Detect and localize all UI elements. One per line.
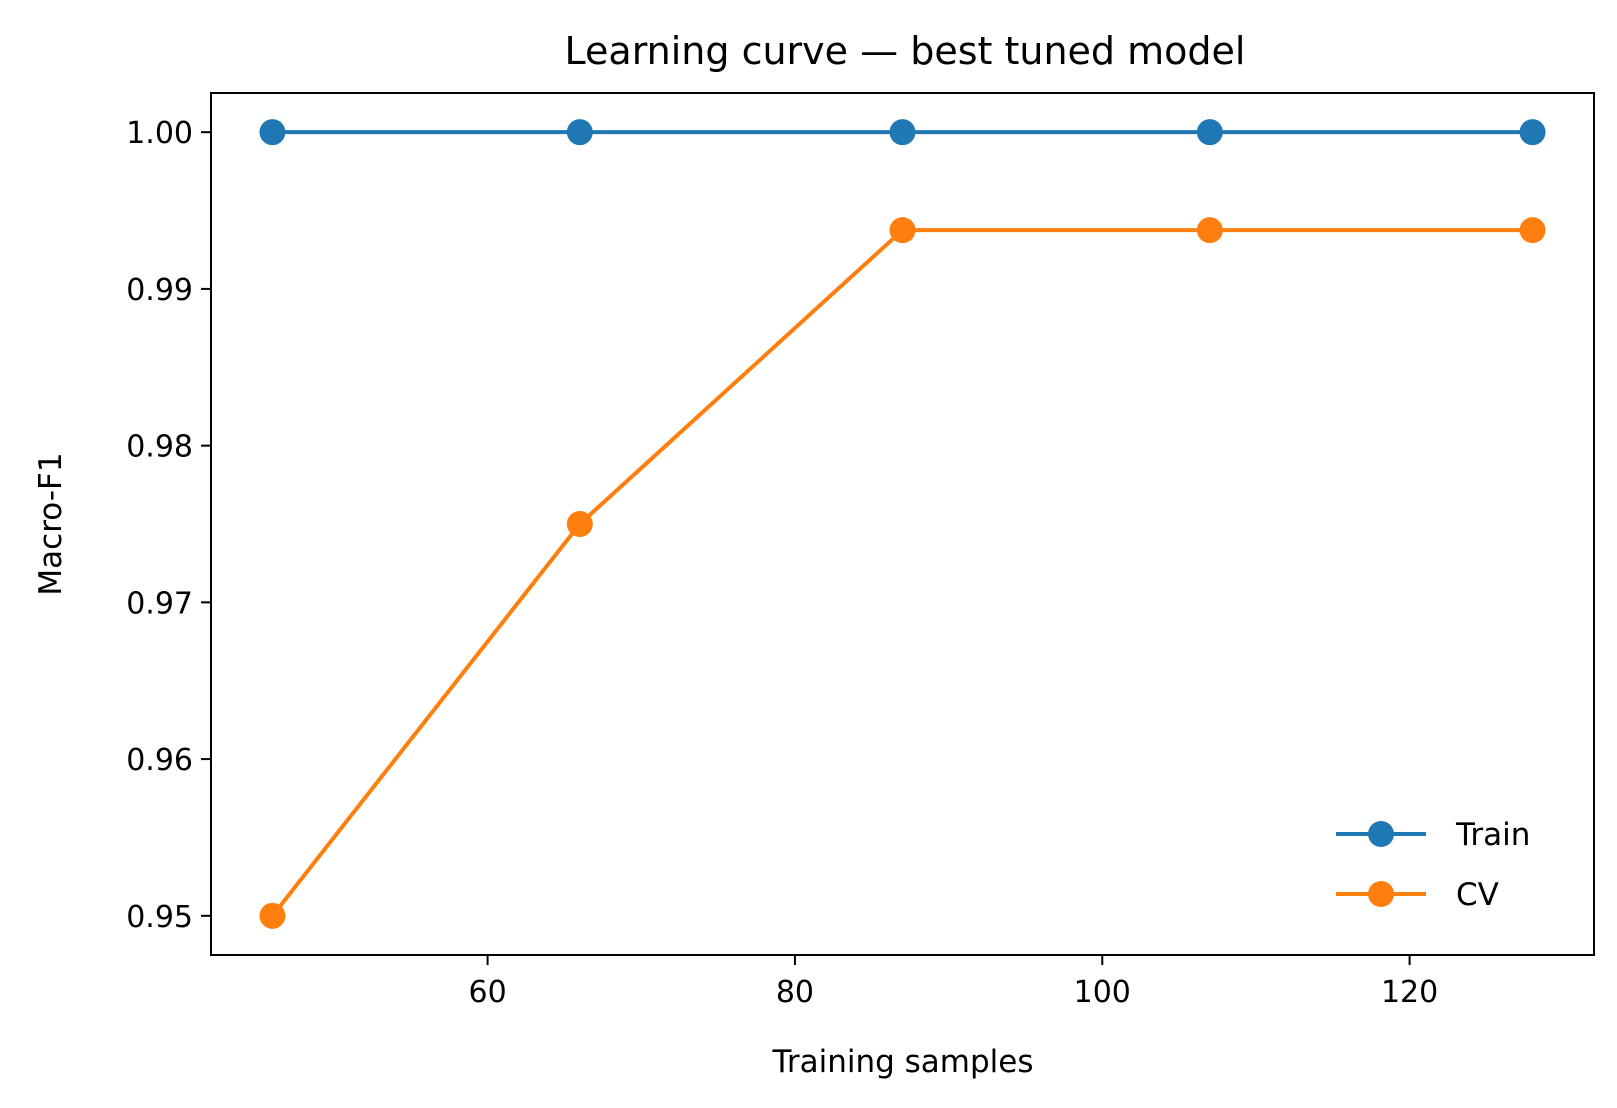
chart-title: Learning curve — best tuned model xyxy=(565,29,1246,73)
data-point-cv xyxy=(566,511,593,537)
data-point-cv xyxy=(259,902,286,929)
y-tick-label: 0.99 xyxy=(126,273,193,308)
data-point-train xyxy=(1196,119,1223,146)
y-tick-label: 0.95 xyxy=(126,900,193,935)
data-point-cv xyxy=(1196,217,1223,244)
legend-marker-cv xyxy=(1368,881,1394,907)
x-tick-label: 80 xyxy=(776,975,814,1010)
y-tick-label: 0.96 xyxy=(126,743,193,778)
x-tick-label: 60 xyxy=(469,975,507,1010)
data-point-train xyxy=(1519,119,1546,146)
data-point-train xyxy=(889,119,916,146)
y-tick-label: 0.97 xyxy=(126,586,193,621)
series-cv xyxy=(259,217,1546,929)
x-axis-label: Training samples xyxy=(771,1044,1033,1080)
axes-frame xyxy=(210,92,1595,956)
x-tick-label: 120 xyxy=(1381,975,1438,1010)
legend-label-cv: CV xyxy=(1456,877,1499,913)
y-axis-label: Macro-F1 xyxy=(33,452,69,595)
x-axis-ticks: 60 80 100 120 xyxy=(469,955,1438,1010)
legend-marker-train xyxy=(1368,821,1394,847)
data-series xyxy=(259,119,1546,929)
legend-label-train: Train xyxy=(1455,817,1530,853)
series-train xyxy=(259,119,1546,146)
data-point-train xyxy=(566,119,593,146)
legend: Train CV xyxy=(1336,817,1530,913)
data-point-cv xyxy=(889,217,916,244)
y-tick-label: 0.98 xyxy=(126,430,193,465)
data-point-train xyxy=(259,119,286,146)
data-point-cv xyxy=(1519,217,1546,244)
x-tick-label: 100 xyxy=(1074,975,1131,1010)
y-axis-ticks: 0.95 0.96 0.97 0.98 0.99 1.00 xyxy=(126,116,211,935)
y-tick-label: 1.00 xyxy=(126,116,193,151)
